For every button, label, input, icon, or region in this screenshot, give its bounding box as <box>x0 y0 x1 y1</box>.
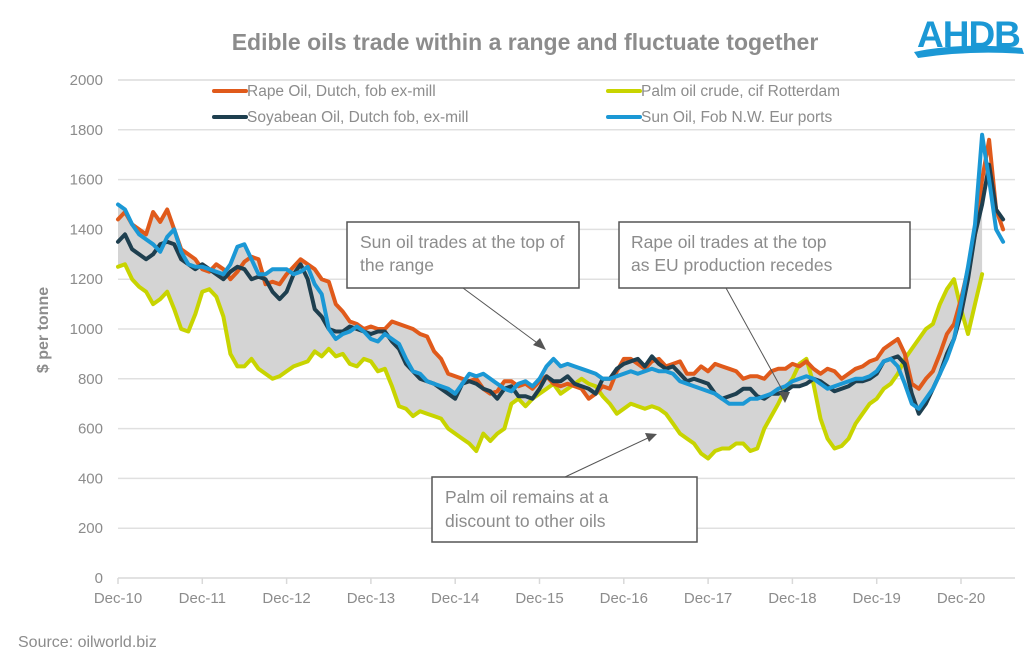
annotation-sun-oil: Sun oil trades at the top of the range <box>346 221 580 350</box>
chart-title: Edible oils trade within a range and flu… <box>232 29 819 55</box>
legend-label-sun: Sun Oil, Fob N.W. Eur ports <box>641 109 832 126</box>
series-line-palm <box>116 262 985 461</box>
x-tick-label: Dec-12 <box>262 590 310 607</box>
arrow-head-icon <box>533 338 546 350</box>
y-axis-label: $ per tonne <box>35 287 52 373</box>
x-tick-label: Dec-17 <box>684 590 732 607</box>
legend-item-rape: Rape Oil, Dutch, fob ex-mill <box>212 83 436 100</box>
y-tick-label: 1000 <box>70 321 103 338</box>
y-tick-label: 1400 <box>70 221 103 238</box>
legend: Rape Oil, Dutch, fob ex-mill Palm oil cr… <box>118 79 1015 126</box>
annotation-rape-arrow-line <box>725 287 786 396</box>
x-tick-label: Dec-16 <box>600 590 648 607</box>
annotation-rape-line2: as EU production recedes <box>631 255 833 275</box>
logo-wave-icon <box>914 45 1024 58</box>
annotation-palm-box <box>431 476 698 543</box>
x-tick-label: Dec-20 <box>937 590 985 607</box>
legend-label-palm: Palm oil crude, cif Rotterdam <box>641 83 840 100</box>
x-tick-label: Dec-15 <box>515 590 563 607</box>
annotation-palm-line2: discount to other oils <box>445 511 606 531</box>
y-tick-label: 2000 <box>70 72 103 89</box>
annotation-rape-box <box>618 221 911 289</box>
legend-label-soyabean: Soyabean Oil, Dutch fob, ex-mill <box>247 109 468 126</box>
x-tick-label: Dec-18 <box>768 590 816 607</box>
y-tick-label: 1200 <box>70 271 103 288</box>
ahdb-logo: AHDB <box>914 14 1024 58</box>
series-line-soyabean <box>116 162 1006 416</box>
source-note: Source: oilworld.biz <box>18 634 157 651</box>
annotation-palm-oil: Palm oil remains at a discount to other … <box>431 433 698 543</box>
arrow-head-icon <box>779 392 790 403</box>
y-tick-label: 400 <box>78 470 103 487</box>
series-line-rape <box>116 137 1006 401</box>
series-line-sun <box>116 132 1006 411</box>
legend-item-palm: Palm oil crude, cif Rotterdam <box>606 83 840 100</box>
annotation-rape-oil: Rape oil trades at the top as EU product… <box>618 221 911 403</box>
legend-item-sun: Sun Oil, Fob N.W. Eur ports <box>606 109 832 126</box>
y-tick-label: 200 <box>78 520 103 537</box>
legend-label-rape: Rape Oil, Dutch, fob ex-mill <box>247 83 436 100</box>
x-axis-ticks: Dec-10 Dec-11 Dec-12 Dec-13 Dec-14 Dec-15 Dec-… <box>94 578 985 607</box>
arrow-head-icon <box>645 433 657 442</box>
annotation-sun-line2: the range <box>360 255 434 275</box>
annotation-sun-line1: Sun oil trades at the top of <box>360 232 564 252</box>
annotation-palm-arrow-line <box>564 436 651 478</box>
x-tick-label: Dec-13 <box>347 590 395 607</box>
x-tick-label: Dec-11 <box>179 590 226 607</box>
y-tick-label: 1800 <box>70 122 103 139</box>
y-tick-label: 0 <box>95 570 103 587</box>
range-shading <box>118 134 983 459</box>
y-tick-label: 600 <box>78 421 103 438</box>
legend-item-soyabean: Soyabean Oil, Dutch fob, ex-mill <box>212 109 468 126</box>
x-tick-label: Dec-10 <box>94 590 142 607</box>
x-tick-label: Dec-19 <box>853 590 901 607</box>
y-tick-label: 1600 <box>70 172 103 189</box>
annotation-sun-box <box>346 221 580 289</box>
series-lines <box>116 132 1006 461</box>
annotation-rape-line1: Rape oil trades at the top <box>631 232 827 252</box>
y-axis-ticks: 0 200 400 600 800 1000 1200 1400 1600 1800 2000 <box>70 72 103 587</box>
x-tick-label: Dec-14 <box>431 590 479 607</box>
annotation-palm-line1: Palm oil remains at a <box>445 487 609 507</box>
annotation-sun-arrow-line <box>462 287 541 346</box>
y-tick-label: 800 <box>78 371 103 388</box>
